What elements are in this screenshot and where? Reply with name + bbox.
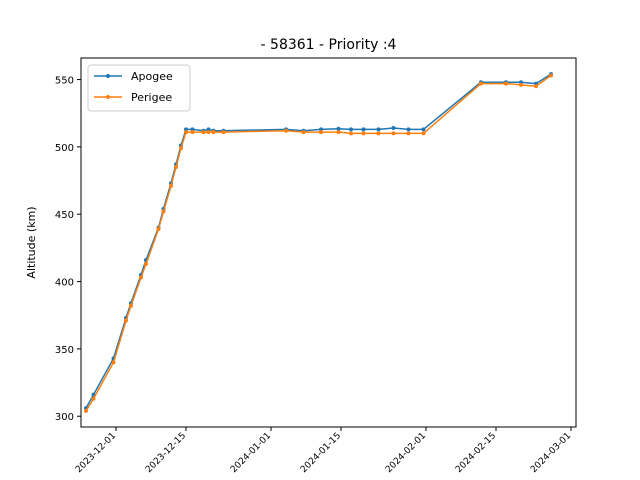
- data-point-perigee: [519, 82, 523, 87]
- data-point-perigee: [84, 408, 88, 413]
- data-point-perigee: [211, 130, 216, 135]
- data-point-perigee: [91, 396, 96, 401]
- data-point-perigee: [206, 130, 211, 135]
- x-tick-label: 2024-02-15: [454, 431, 498, 475]
- y-tick-label: 450: [55, 210, 74, 221]
- data-point-apogee: [361, 127, 366, 132]
- y-axis-label: Altitude (km): [25, 206, 38, 278]
- series-line-perigee: [85, 74, 552, 412]
- data-point-perigee: [301, 130, 306, 135]
- data-point-perigee: [111, 360, 116, 365]
- data-point-perigee: [479, 81, 483, 86]
- x-tick-label: 2023-12-01: [74, 431, 118, 475]
- data-point-perigee: [139, 275, 143, 280]
- y-axis: 300 350 400 450 500 550: [55, 76, 81, 423]
- chart-title: - 58361 - Priority :4: [261, 37, 397, 53]
- data-point-perigee: [174, 165, 178, 170]
- data-point-apogee: [376, 127, 381, 132]
- data-point-perigee: [284, 128, 288, 133]
- y-tick-label: 500: [55, 143, 74, 154]
- data-point-perigee: [504, 81, 508, 86]
- data-point-perigee: [161, 209, 166, 214]
- data-point-apogee: [336, 126, 341, 131]
- data-point-perigee: [169, 183, 173, 188]
- data-point-perigee: [190, 130, 195, 135]
- data-point-perigee: [319, 130, 323, 135]
- data-point-perigee: [156, 227, 161, 232]
- data-point-perigee: [221, 130, 226, 135]
- data-point-apogee: [421, 127, 426, 132]
- legend-marker-apogee: [106, 74, 110, 78]
- data-point-perigee: [124, 318, 128, 323]
- x-axis: 2023-12-01 2023-12-15 2024-01-01 2024-01-15…: [74, 427, 573, 475]
- data-point-perigee: [549, 73, 553, 78]
- y-tick-label: 400: [55, 278, 74, 289]
- data-point-perigee: [349, 131, 353, 136]
- data-point-apogee: [349, 127, 353, 132]
- series-layer: [84, 72, 553, 413]
- x-tick-label: 2024-03-01: [529, 431, 573, 475]
- x-tick-label: 2023-12-15: [144, 431, 188, 475]
- y-tick-label: 550: [55, 76, 74, 87]
- series-perigee: [84, 73, 553, 413]
- legend-marker-perigee: [106, 95, 110, 99]
- data-point-perigee: [391, 131, 396, 136]
- x-tick-label: 2024-02-01: [384, 431, 428, 475]
- data-point-perigee: [534, 84, 538, 89]
- y-tick-label: 350: [55, 345, 74, 356]
- data-point-perigee: [376, 131, 381, 136]
- data-point-perigee: [406, 131, 411, 136]
- x-tick-label: 2024-01-01: [229, 431, 273, 475]
- data-point-apogee: [406, 127, 411, 132]
- y-tick-label: 300: [55, 412, 74, 423]
- data-point-perigee: [144, 262, 148, 267]
- series-line-apogee: [85, 73, 552, 409]
- x-tick-label: 2024-01-15: [299, 431, 343, 475]
- data-point-perigee: [184, 130, 188, 135]
- data-point-perigee: [129, 303, 133, 308]
- legend-label-perigee: Perigee: [131, 91, 172, 104]
- plot-area: [80, 57, 577, 428]
- data-point-apogee: [391, 126, 396, 131]
- data-point-perigee: [336, 130, 341, 135]
- legend-label-apogee: Apogee: [131, 70, 173, 83]
- legend: Apogee Perigee: [87, 64, 191, 112]
- data-point-perigee: [201, 130, 206, 135]
- data-point-perigee: [361, 131, 366, 136]
- data-point-perigee: [421, 131, 426, 136]
- data-point-perigee: [179, 146, 183, 151]
